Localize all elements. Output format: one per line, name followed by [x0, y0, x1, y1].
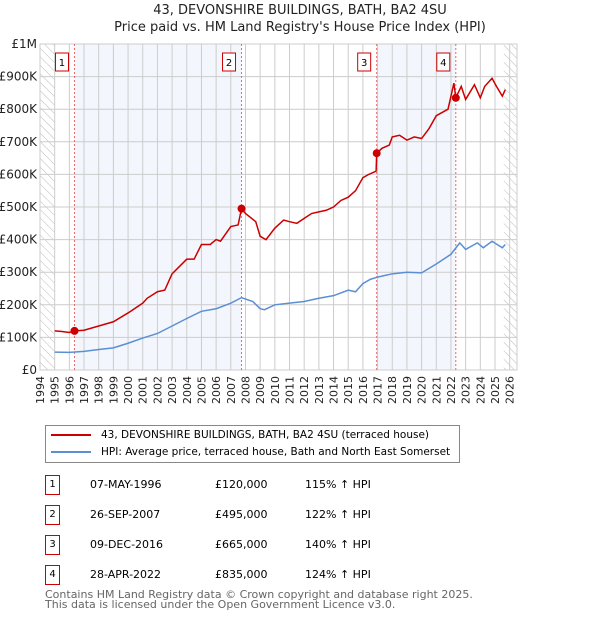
- legend-swatch: [51, 434, 91, 436]
- footer: Contains HM Land Registry data © Crown c…: [45, 588, 473, 611]
- sale-number: 3: [45, 535, 60, 555]
- sale-price: £120,000: [215, 478, 268, 491]
- x-tick-label: 2001: [137, 376, 150, 404]
- sale-hpi: 140% ↑ HPI: [305, 538, 371, 551]
- x-tick-label: 2019: [401, 376, 414, 404]
- sale-label-box: [222, 52, 237, 72]
- sale-date: 26-SEP-2007: [90, 508, 161, 521]
- y-tick-label: £100K: [0, 330, 38, 344]
- y-tick-label: £1M: [11, 37, 37, 51]
- y-tick-label: £700K: [0, 135, 38, 149]
- x-tick-label: 1997: [78, 376, 91, 404]
- sale-price: £495,000: [215, 508, 268, 521]
- x-tick-label: 2014: [328, 376, 341, 404]
- x-tick-label: 1998: [93, 376, 106, 404]
- x-tick-label: 2012: [298, 376, 311, 404]
- series-line: [54, 240, 506, 354]
- sale-row: 4 28-APR-2022 £835,000 124% ↑ HPI: [45, 565, 465, 585]
- x-tick-label: 2011: [284, 376, 297, 404]
- y-tick-label: £200K: [0, 298, 38, 312]
- sale-hpi: 122% ↑ HPI: [305, 508, 371, 521]
- sale-price: £665,000: [215, 538, 268, 551]
- sale-point: [70, 326, 79, 335]
- x-tick-label: 2005: [195, 376, 208, 404]
- x-tick-label: 2017: [372, 376, 385, 404]
- sale-date: 28-APR-2022: [90, 568, 162, 581]
- sale-row: 1 07-MAY-1996 £120,000 115% ↑ HPI: [45, 475, 465, 495]
- sale-row: 2 26-SEP-2007 £495,000 122% ↑ HPI: [45, 505, 465, 525]
- series-line: [54, 76, 506, 334]
- sale-hpi: 124% ↑ HPI: [305, 568, 371, 581]
- x-tick-label: 2023: [460, 376, 473, 404]
- x-tick-label: 2009: [254, 376, 267, 404]
- legend: 43, DEVONSHIRE BUILDINGS, BATH, BA2 4SU …: [45, 425, 460, 463]
- y-tick-label: £300K: [0, 265, 38, 279]
- sale-number: 2: [45, 505, 60, 525]
- y-tick-label: £900K: [0, 70, 38, 84]
- x-tick-label: 2025: [489, 376, 502, 404]
- plot-border: [39, 43, 518, 371]
- x-tick-label: 2006: [210, 376, 223, 404]
- x-tick-label: 2002: [151, 376, 164, 404]
- x-tick-label: 2000: [122, 376, 135, 404]
- sale-date: 09-DEC-2016: [90, 538, 164, 551]
- price-chart: 1994 1995 1996 1997 1998 1999 2000 2001 2002 2003…: [0, 37, 518, 404]
- x-tick-label: 1994: [34, 376, 47, 404]
- y-tick-label: £800K: [0, 102, 38, 116]
- y-tick-label: £600K: [0, 167, 38, 181]
- sale-date: 07-MAY-1996: [90, 478, 162, 491]
- x-tick-label: 1996: [63, 376, 76, 404]
- sale-point: [451, 93, 460, 102]
- x-tick-label: 2016: [357, 376, 370, 404]
- sale-point: [237, 204, 246, 213]
- sale-row: 3 09-DEC-2016 £665,000 140% ↑ HPI: [45, 535, 465, 555]
- legend-item-hpi: HPI: Average price, terraced house, Bath…: [51, 446, 450, 458]
- legend-swatch: [51, 451, 91, 453]
- x-tick-label: 2018: [386, 376, 399, 404]
- sale-label: 3: [361, 58, 367, 69]
- sale-label-box: [54, 52, 69, 72]
- sale-point: [372, 149, 381, 158]
- y-tick-label: £400K: [0, 233, 38, 247]
- y-tick-label: £500K: [0, 200, 38, 214]
- sale-label: 2: [226, 58, 232, 69]
- sale-number: 4: [45, 565, 60, 585]
- x-tick-label: 2008: [239, 376, 252, 404]
- x-tick-label: 2024: [474, 376, 487, 404]
- chart-title: 43, DEVONSHIRE BUILDINGS, BATH, BA2 4SU: [153, 3, 447, 18]
- chart-subtitle: Price paid vs. HM Land Registry's House …: [114, 20, 486, 35]
- sale-hpi: 115% ↑ HPI: [305, 478, 371, 491]
- x-tick-label: 2007: [225, 376, 238, 404]
- x-tick-label: 2003: [166, 376, 179, 404]
- x-tick-label: 1999: [107, 376, 120, 404]
- y-tick-label: £0: [22, 363, 37, 377]
- sale-label: 4: [440, 58, 446, 69]
- sale-label: 1: [59, 58, 65, 69]
- x-tick-label: 2022: [445, 376, 458, 404]
- sale-number: 1: [45, 475, 60, 495]
- x-tick-label: 2010: [269, 376, 282, 404]
- x-tick-label: 2020: [416, 376, 429, 404]
- x-tick-label: 2013: [313, 376, 326, 404]
- x-tick-label: 2026: [504, 376, 517, 404]
- legend-item-property: 43, DEVONSHIRE BUILDINGS, BATH, BA2 4SU …: [51, 429, 429, 441]
- x-tick-label: 1995: [49, 376, 62, 404]
- sale-label-box: [357, 52, 372, 72]
- x-tick-label: 2004: [181, 376, 194, 404]
- x-tick-label: 2015: [342, 376, 355, 404]
- sale-label-box: [436, 52, 451, 72]
- sale-price: £835,000: [215, 568, 268, 581]
- x-tick-label: 2021: [430, 376, 443, 404]
